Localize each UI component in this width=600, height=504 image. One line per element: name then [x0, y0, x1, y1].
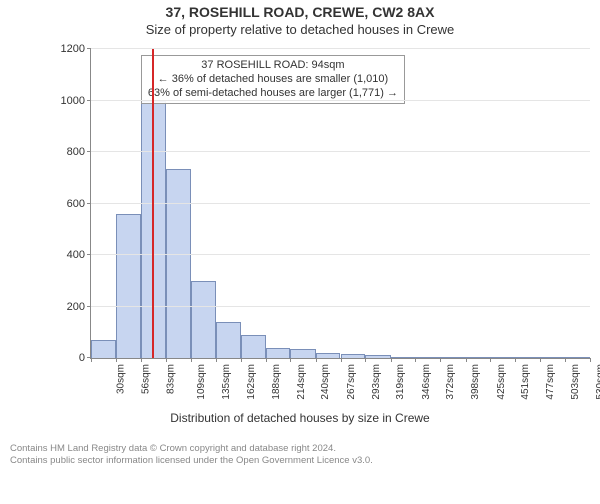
histogram-bar — [290, 349, 316, 358]
x-tick-mark — [391, 358, 392, 362]
x-tick-mark — [490, 358, 491, 362]
x-tick-mark — [440, 358, 441, 362]
grid-line — [91, 254, 590, 255]
histogram-bar — [241, 335, 266, 358]
x-tick-label: 188sqm — [271, 364, 282, 400]
x-tick-label: 477sqm — [545, 364, 556, 400]
footnote: Contains HM Land Registry data © Crown c… — [10, 443, 600, 467]
x-tick-label: 451sqm — [520, 364, 531, 400]
histogram-bar — [316, 353, 341, 358]
x-tick-mark — [91, 358, 92, 362]
x-tick-label: 346sqm — [421, 364, 432, 400]
x-tick-label: 319sqm — [395, 364, 406, 400]
x-tick-label: 425sqm — [496, 364, 507, 400]
histogram-bar — [166, 169, 191, 358]
histogram-bar — [540, 357, 566, 358]
chart-container: Number of detached properties 37 ROSEHIL… — [60, 39, 590, 409]
y-tick-label: 1000 — [61, 95, 85, 107]
y-tick-label: 0 — [79, 352, 85, 364]
x-tick-label: 214sqm — [296, 364, 307, 400]
x-tick-label: 530sqm — [595, 364, 600, 400]
plot-area: 37 ROSEHILL ROAD: 94sqm ← 36% of detache… — [90, 49, 590, 359]
x-tick-mark — [590, 358, 591, 362]
x-tick-mark — [565, 358, 566, 362]
grid-line — [91, 203, 590, 204]
y-tick-mark — [87, 306, 91, 307]
grid-line — [91, 151, 590, 152]
x-tick-label: 267sqm — [346, 364, 357, 400]
chart-subtitle: Size of property relative to detached ho… — [0, 22, 600, 37]
y-tick-label: 400 — [67, 249, 85, 261]
histogram-bar — [391, 357, 416, 358]
grid-line — [91, 48, 590, 49]
histogram-bar — [341, 354, 366, 358]
x-tick-label: 162sqm — [246, 364, 257, 400]
y-tick-label: 200 — [67, 301, 85, 313]
y-tick-mark — [87, 100, 91, 101]
x-tick-mark — [540, 358, 541, 362]
x-tick-label: 83sqm — [166, 364, 177, 394]
x-tick-mark — [290, 358, 291, 362]
x-tick-label: 293sqm — [371, 364, 382, 400]
x-tick-label: 30sqm — [116, 364, 127, 394]
grid-line — [91, 306, 590, 307]
x-tick-mark — [365, 358, 366, 362]
x-tick-label: 135sqm — [221, 364, 232, 400]
histogram-bar — [191, 281, 217, 358]
x-tick-label: 372sqm — [446, 364, 457, 400]
histogram-bar — [91, 340, 116, 358]
x-tick-mark — [266, 358, 267, 362]
info-box: 37 ROSEHILL ROAD: 94sqm ← 36% of detache… — [141, 55, 405, 104]
x-tick-label: 398sqm — [470, 364, 481, 400]
footnote-line-1: Contains HM Land Registry data © Crown c… — [10, 443, 600, 455]
y-tick-label: 600 — [67, 198, 85, 210]
y-tick-label: 1200 — [61, 43, 85, 55]
x-tick-mark — [141, 358, 142, 362]
x-tick-label: 56sqm — [140, 364, 151, 394]
y-tick-mark — [87, 151, 91, 152]
property-marker-line — [152, 49, 154, 358]
x-tick-mark — [515, 358, 516, 362]
footnote-line-2: Contains public sector information licen… — [10, 455, 600, 467]
x-tick-label: 109sqm — [196, 364, 207, 400]
histogram-bar — [515, 357, 540, 358]
grid-line — [91, 100, 590, 101]
histogram-bar — [266, 348, 291, 358]
y-tick-mark — [87, 203, 91, 204]
x-tick-mark — [241, 358, 242, 362]
y-tick-mark — [87, 48, 91, 49]
histogram-bar — [565, 357, 590, 358]
info-line-1: 37 ROSEHILL ROAD: 94sqm — [148, 59, 398, 73]
y-tick-mark — [87, 254, 91, 255]
histogram-bar — [415, 357, 440, 358]
histogram-bar — [216, 322, 241, 358]
x-tick-mark — [191, 358, 192, 362]
x-tick-label: 503sqm — [570, 364, 581, 400]
histogram-bar — [365, 355, 391, 358]
y-tick-label: 800 — [67, 146, 85, 158]
histogram-bar — [440, 357, 466, 358]
x-tick-mark — [316, 358, 317, 362]
info-line-3: 63% of semi-detached houses are larger (… — [148, 87, 398, 101]
x-tick-mark — [341, 358, 342, 362]
x-tick-mark — [216, 358, 217, 362]
x-tick-label: 240sqm — [320, 364, 331, 400]
histogram-bar — [490, 357, 515, 358]
x-tick-mark — [415, 358, 416, 362]
x-axis-label: Distribution of detached houses by size … — [0, 411, 600, 425]
x-tick-mark — [166, 358, 167, 362]
x-tick-mark — [116, 358, 117, 362]
histogram-bar — [466, 357, 491, 358]
x-tick-mark — [466, 358, 467, 362]
info-line-2: ← 36% of detached houses are smaller (1,… — [148, 73, 398, 87]
histogram-bar — [116, 214, 142, 358]
chart-title: 37, ROSEHILL ROAD, CREWE, CW2 8AX — [0, 4, 600, 20]
